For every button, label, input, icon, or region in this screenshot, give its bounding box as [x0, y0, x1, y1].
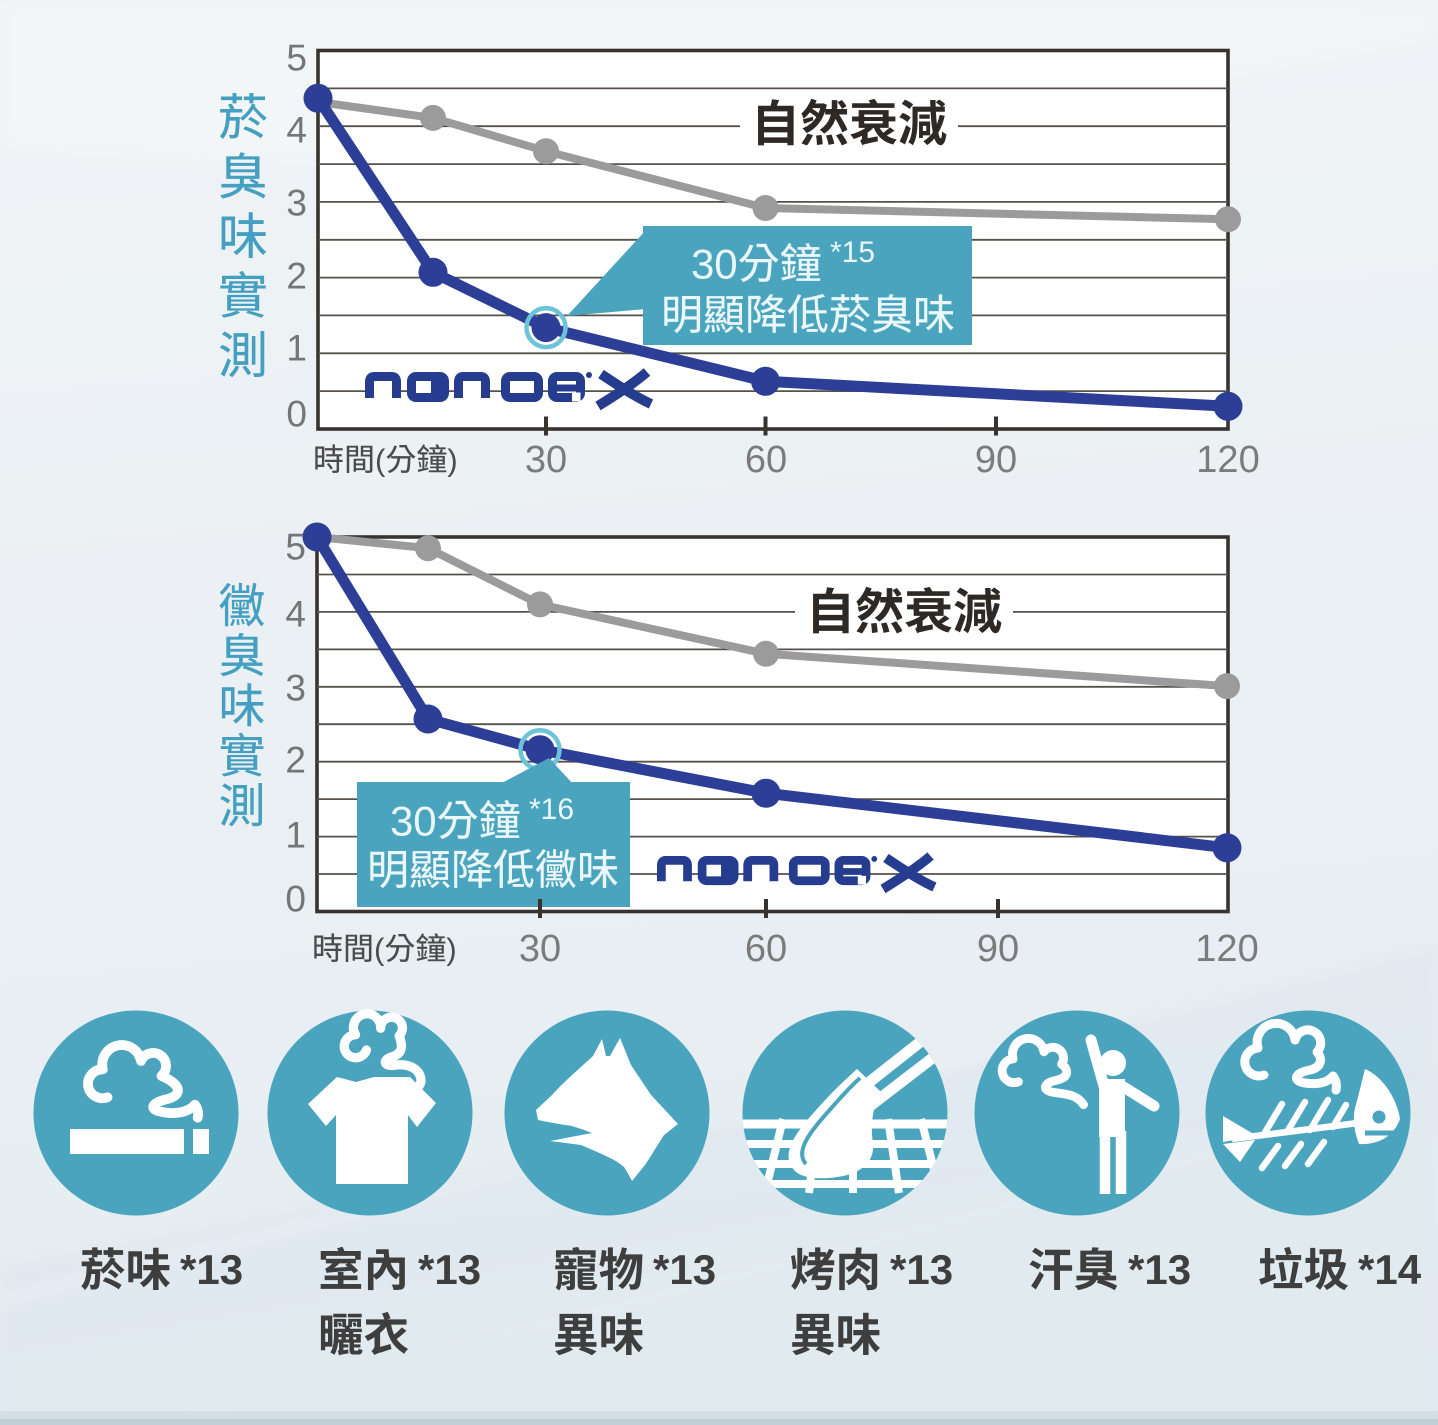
- svg-text:3: 3: [285, 668, 306, 709]
- svg-text:實: 實: [219, 730, 266, 783]
- svg-text:5: 5: [286, 38, 307, 79]
- svg-text:60: 60: [745, 439, 787, 481]
- svg-text:3: 3: [286, 183, 307, 224]
- svg-text:4: 4: [285, 594, 306, 635]
- svg-text:寵物*13: 寵物 *13: [553, 1245, 716, 1296]
- svg-text:臭: 臭: [218, 150, 268, 206]
- svg-text:室內*13: 室內 *13: [318, 1245, 481, 1296]
- svg-text:菸味*13: 菸味 *13: [80, 1245, 243, 1296]
- svg-text:烤肉*13: 烤肉 *13: [790, 1245, 953, 1296]
- svg-text:120: 120: [1196, 439, 1259, 481]
- svg-text:120: 120: [1195, 928, 1258, 970]
- svg-text:垃圾*14: 垃圾 *14: [1258, 1245, 1422, 1296]
- svg-text:汗臭*13: 汗臭 *13: [1028, 1245, 1191, 1296]
- svg-text:明顯降低菸臭味: 明顯降低菸臭味: [661, 292, 955, 339]
- svg-text:菸: 菸: [218, 90, 268, 146]
- svg-text:臭: 臭: [219, 630, 266, 683]
- svg-text:明顯降低黴味: 明顯降低黴味: [367, 847, 619, 894]
- svg-text:1: 1: [286, 328, 307, 369]
- svg-text:0: 0: [285, 879, 306, 920]
- svg-text:4: 4: [286, 110, 307, 151]
- svg-text:自然衰減: 自然衰減: [806, 586, 1002, 640]
- svg-text:異味: 異味: [790, 1310, 881, 1361]
- svg-text:實: 實: [218, 269, 268, 325]
- svg-text:黴: 黴: [219, 580, 266, 633]
- svg-text:30: 30: [525, 439, 567, 481]
- svg-text:異味: 異味: [553, 1310, 644, 1361]
- svg-text:0: 0: [286, 394, 307, 435]
- svg-text:2: 2: [285, 740, 306, 781]
- svg-text:90: 90: [975, 439, 1017, 481]
- svg-text:時間(分鐘): 時間(分鐘): [313, 443, 458, 478]
- svg-text:測: 測: [219, 780, 266, 833]
- svg-text:30: 30: [519, 928, 561, 970]
- svg-text:曬衣: 曬衣: [318, 1310, 409, 1361]
- svg-text:味: 味: [219, 680, 266, 733]
- svg-text:自然衰減: 自然衰減: [751, 98, 947, 152]
- svg-text:測: 測: [218, 328, 268, 384]
- svg-text:時間(分鐘): 時間(分鐘): [312, 932, 457, 967]
- svg-text:1: 1: [285, 815, 306, 856]
- svg-text:90: 90: [977, 928, 1019, 970]
- svg-text:2: 2: [286, 256, 307, 297]
- svg-text:30分鐘 *16: 30分鐘 *16: [390, 793, 574, 845]
- svg-text:味: 味: [218, 209, 268, 265]
- svg-text:60: 60: [745, 928, 787, 970]
- svg-text:5: 5: [285, 527, 306, 568]
